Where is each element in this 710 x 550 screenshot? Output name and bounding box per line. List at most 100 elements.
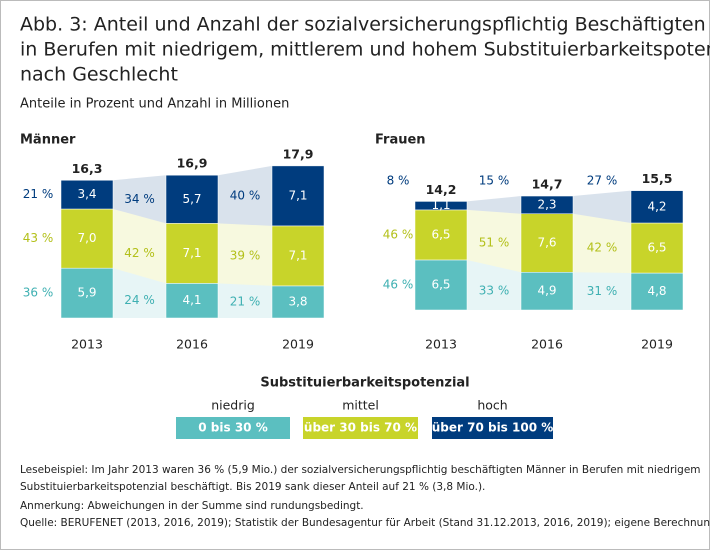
share-label: 39 % [230, 248, 261, 262]
share-label: 42 % [587, 241, 618, 255]
value-label: 6,5 [431, 227, 450, 241]
value-label: 7,1 [288, 188, 307, 202]
bar-segment [271, 165, 325, 227]
total-label: 15,5 [642, 171, 673, 186]
bar-segment [60, 180, 114, 210]
legend-swatch [303, 417, 418, 439]
share-label: 8 % [387, 174, 410, 188]
connector-band [467, 259, 521, 310]
bar-segment [165, 283, 219, 319]
connector-band [573, 272, 631, 310]
x-tick-label: 2019 [282, 337, 314, 352]
bar-segment [271, 285, 325, 319]
share-label: 24 % [124, 293, 155, 307]
connector-band [113, 208, 166, 284]
connector-band [218, 223, 272, 286]
total-label: 16,3 [72, 161, 103, 176]
value-label: 6,5 [431, 277, 450, 291]
connector-band [573, 213, 631, 274]
connector-band [467, 196, 521, 214]
title-line: Abb. 3: Anteil und Anzahl der sozialvers… [20, 14, 706, 36]
total-label: 16,9 [177, 156, 208, 171]
legend-title: Substituierbarkeitspotenzial [260, 376, 469, 391]
share-label: 15 % [479, 174, 510, 188]
share-label: 36 % [23, 286, 54, 300]
connector-band [467, 209, 521, 273]
bar-segment [271, 225, 325, 287]
share-label: 40 % [230, 188, 261, 202]
legend-name: mittel [342, 398, 379, 413]
value-label: 3,8 [288, 294, 307, 308]
bar-segment [520, 213, 574, 273]
value-label: 6,5 [647, 241, 666, 255]
bar-segment [630, 272, 684, 311]
value-label: 7,1 [182, 246, 201, 260]
value-label: 5,9 [77, 286, 96, 300]
value-label: 4,9 [537, 284, 556, 298]
legend-swatch [176, 417, 290, 439]
x-tick-label: 2013 [425, 337, 457, 352]
subtitle: Anteile in Prozent und Anzahl in Million… [20, 97, 289, 112]
bar-segment [414, 201, 468, 211]
connector-band [218, 283, 272, 318]
legend-range: über 70 bis 100 % [432, 421, 554, 435]
legend-name: hoch [477, 398, 507, 413]
share-label: 31 % [587, 284, 618, 298]
title-line: nach Geschlecht [20, 64, 178, 86]
bar-segment [414, 259, 468, 311]
bar-segment [414, 209, 468, 261]
value-label: 4,2 [647, 199, 666, 213]
share-label: 33 % [479, 284, 510, 298]
value-label: 7,0 [77, 231, 96, 245]
panel-title: Männer [20, 133, 76, 148]
bar-segment [630, 222, 684, 274]
value-label: 1,1 [431, 198, 450, 212]
share-label: 42 % [124, 246, 155, 260]
share-label: 21 % [23, 187, 54, 201]
note: Lesebeispiel: Im Jahr 2013 waren 36 % (5… [20, 464, 701, 476]
value-label: 4,1 [182, 293, 201, 307]
value-label: 5,7 [182, 192, 201, 206]
note: Anmerkung: Abweichungen in der Summe sin… [20, 500, 364, 512]
total-label: 14,7 [532, 177, 563, 192]
connector-band [218, 165, 272, 226]
value-label: 7,6 [537, 236, 556, 250]
connector-band [573, 190, 631, 223]
share-label: 43 % [23, 231, 54, 245]
bar-segment [60, 208, 114, 269]
bar-segment [520, 272, 574, 311]
value-label: 7,1 [288, 248, 307, 262]
x-tick-label: 2019 [641, 337, 673, 352]
bar-segment [165, 223, 219, 284]
total-label: 14,2 [426, 182, 457, 197]
bar-segment [60, 267, 114, 319]
connector-band [113, 175, 166, 224]
bar-segment [520, 195, 574, 214]
share-label: 51 % [479, 236, 510, 250]
share-label: 34 % [124, 192, 155, 206]
share-label: 27 % [587, 174, 618, 188]
title-line: in Berufen mit niedrigem, mittlerem und … [20, 39, 710, 61]
legend-name: niedrig [211, 398, 255, 413]
legend-range: 0 bis 30 % [198, 421, 267, 435]
bar-segment [165, 174, 219, 224]
value-label: 3,4 [77, 187, 96, 201]
value-label: 4,8 [647, 284, 666, 298]
share-label: 46 % [383, 227, 414, 241]
x-tick-label: 2016 [531, 337, 563, 352]
total-label: 17,9 [283, 146, 314, 161]
x-tick-label: 2016 [176, 337, 208, 352]
share-label: 46 % [383, 277, 414, 291]
note: Quelle: BERUFENET (2013, 2016, 2019); St… [20, 517, 710, 529]
value-label: 2,3 [537, 197, 556, 211]
share-label: 21 % [230, 294, 261, 308]
bar-segment [630, 190, 684, 224]
connector-band [113, 268, 166, 318]
legend-swatch [432, 417, 553, 439]
x-tick-label: 2013 [71, 337, 103, 352]
note: Substituierbarkeitspotenzial beschäftigt… [20, 481, 485, 493]
legend-range: über 30 bis 70 % [304, 421, 417, 435]
panel-title: Frauen [375, 133, 426, 148]
